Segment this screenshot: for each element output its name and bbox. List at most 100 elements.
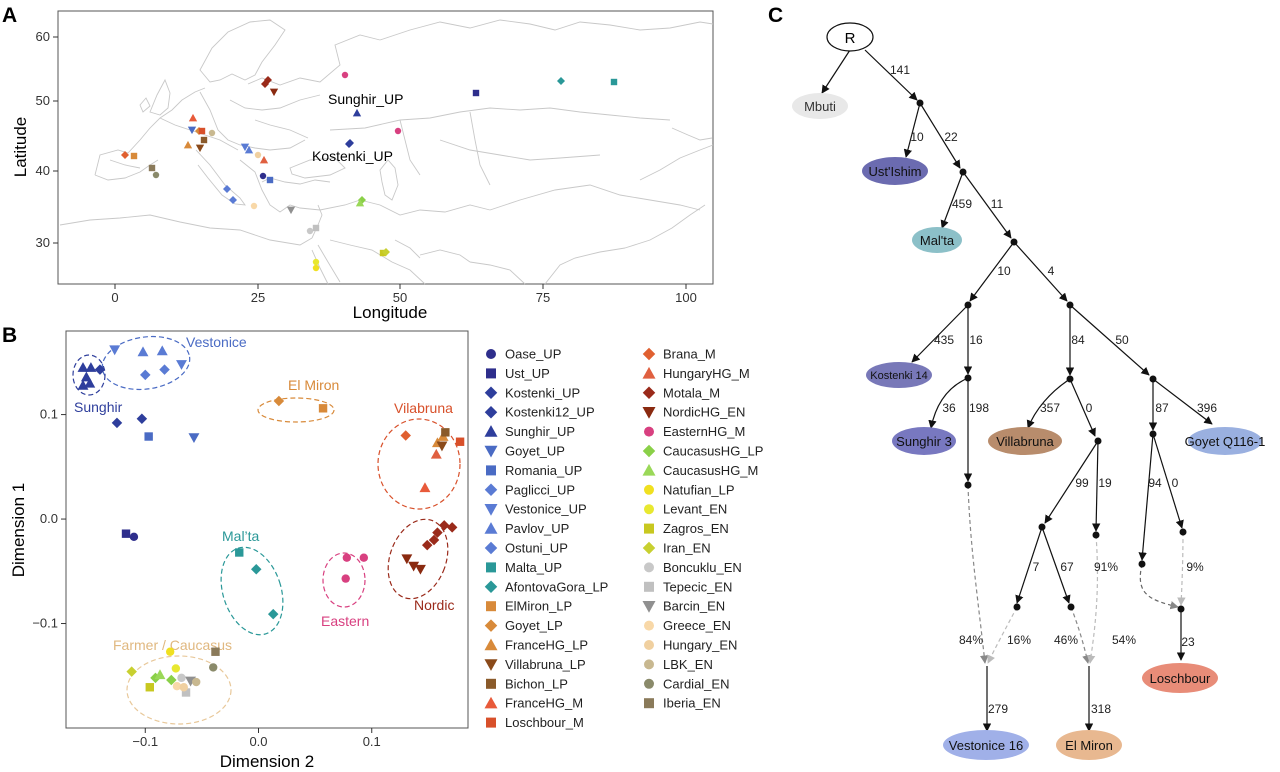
map-site-markers xyxy=(121,71,618,272)
map-site-marker xyxy=(200,136,208,144)
legend-marker xyxy=(484,696,498,709)
admix-edge-54 xyxy=(1086,534,1099,664)
cluster-ellipse-nordic xyxy=(387,518,449,600)
edge-n1-ustishim xyxy=(903,102,921,158)
graph-node xyxy=(964,481,972,489)
graph-node xyxy=(1066,375,1074,383)
edge-n2-malta xyxy=(940,171,964,229)
legend-label: Loschbour_M xyxy=(505,715,584,730)
map-ytick: 30 xyxy=(36,235,50,250)
legend-marker xyxy=(644,523,654,534)
legend-label: CaucasusHG_M xyxy=(663,463,758,478)
scatter-point xyxy=(408,561,420,572)
legend-marker xyxy=(484,619,498,632)
edge-r-mbuti xyxy=(821,49,851,94)
graph-node xyxy=(1177,605,1185,613)
admix-label: 9% xyxy=(1186,560,1204,574)
scatter-point xyxy=(400,430,411,441)
graph-node xyxy=(1149,375,1157,383)
scatter-point xyxy=(436,441,448,452)
scatter-point xyxy=(430,448,442,459)
map-site-marker xyxy=(286,206,296,215)
legend-marker xyxy=(484,386,498,400)
leaf-node-loschbour xyxy=(1142,663,1218,693)
edge-label: 36 xyxy=(942,401,956,415)
cluster-ellipse-farmer-caucasus xyxy=(126,655,232,725)
graph-leaves: Mbuti Ust'Ishim Mal'ta Kostenki 14 Sungh… xyxy=(792,93,1265,760)
map-site-marker xyxy=(240,143,250,152)
edge-n8-villabruna xyxy=(1026,378,1071,429)
legend-marker xyxy=(486,678,496,689)
edge-n11-n15 xyxy=(1152,433,1184,529)
legend-label: Pavlov_UP xyxy=(505,521,569,536)
scatter-point xyxy=(109,345,121,356)
graph-node xyxy=(1138,560,1146,568)
legend-label: Sunghir_UP xyxy=(505,424,575,439)
legend-label: Hungary_EN xyxy=(663,638,737,653)
edge-weight-labels: 141 10 22 459 11 10 4 435 16 84 50 36 19… xyxy=(890,63,1217,716)
panel-label-b: B xyxy=(2,324,17,347)
map-site-marker xyxy=(208,129,216,137)
admixture-percent-labels: 84% 16% 46% 54% 91% 9% xyxy=(959,560,1204,647)
scatter-xtick-labels: −0.1 0.0 0.1 xyxy=(132,734,380,749)
leaf-node-mbuti xyxy=(792,93,848,119)
cluster-label: Vilabruna xyxy=(394,400,453,416)
map-site-label: Kostenki_UP xyxy=(312,148,393,164)
edge-label: 435 xyxy=(934,333,954,347)
legend-label: Goyet_UP xyxy=(505,444,565,459)
cluster-label: Farmer / Caucasus xyxy=(113,637,232,653)
cluster-ellipse-sunghir xyxy=(72,354,106,396)
edge-label: 11 xyxy=(991,197,1004,211)
leaf-label: Mbuti xyxy=(804,99,836,114)
edge-n3-n5 xyxy=(1013,241,1068,302)
map-xtick: 100 xyxy=(675,290,697,305)
legend-marker xyxy=(484,638,498,651)
root-label: R xyxy=(845,30,856,47)
map-site-marker xyxy=(187,126,197,135)
edge-n3-n4 xyxy=(969,241,1015,302)
scatter-y-axis-label: Dimension 1 xyxy=(9,483,28,578)
graph-node xyxy=(1038,523,1046,531)
legend-label: Villabruna_LP xyxy=(505,657,586,672)
map-site-marker xyxy=(188,113,198,122)
scatter-point xyxy=(428,534,440,546)
scatter-point xyxy=(414,564,426,575)
edge-n1-n2 xyxy=(919,102,961,169)
leaf-node-sunghir3 xyxy=(892,427,956,455)
legend-label: Kostenki12_UP xyxy=(505,405,595,420)
graph-node xyxy=(1067,603,1075,611)
map-site-marker xyxy=(259,155,269,164)
legend-label: Goyet_LP xyxy=(505,618,563,633)
scatter-point xyxy=(172,682,182,691)
legend-marker xyxy=(642,407,656,419)
scatter-point xyxy=(94,364,106,375)
scatter-point xyxy=(446,522,458,533)
scatter-point xyxy=(318,404,328,413)
scatter-point xyxy=(111,417,123,429)
graph-node xyxy=(1179,528,1187,536)
map-xtick-labels: 0 25 50 75 100 xyxy=(111,290,696,305)
graph-node xyxy=(964,374,972,382)
legend-label: ElMiron_LP xyxy=(505,599,572,614)
legend-marker xyxy=(642,386,656,400)
scatter-point xyxy=(441,428,450,437)
scatter-point xyxy=(421,539,433,551)
leaf-node-ustishim xyxy=(862,157,928,185)
legend-marker xyxy=(484,522,498,534)
legend-label: Tepecic_EN xyxy=(663,579,732,594)
map-xtick: 0 xyxy=(111,290,118,305)
map-xtick: 25 xyxy=(251,290,265,305)
cluster-labels: Vestonice Sunghir El Miron Vilabruna Mal… xyxy=(74,334,454,653)
legend-marker xyxy=(486,368,496,379)
admix-label: 16% xyxy=(1007,633,1031,647)
edge-label: 10 xyxy=(910,130,924,144)
legend-label: Brana_M xyxy=(663,347,716,362)
scatter-point xyxy=(140,369,151,381)
legend: Oase_UP Ust_UP Kostenki_UP Kostenki12_UP Sun… xyxy=(484,347,763,730)
legend-label: Kostenki_UP xyxy=(505,385,580,400)
legend-marker xyxy=(644,562,654,573)
scatter-point xyxy=(77,362,89,372)
admix-label: 46% xyxy=(1054,633,1078,647)
cluster-label: El Miron xyxy=(288,377,339,393)
legend-marker xyxy=(486,717,496,728)
